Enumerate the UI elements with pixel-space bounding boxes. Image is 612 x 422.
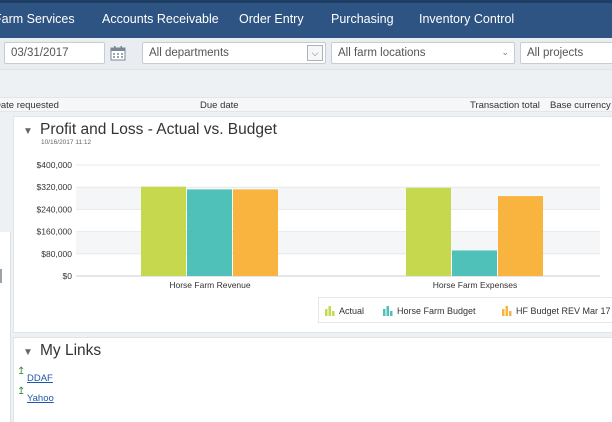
link-arrow-icon: ↥ bbox=[17, 366, 26, 377]
bar-chart-icon bbox=[502, 306, 512, 316]
date-value: 03/31/2017 bbox=[11, 47, 69, 59]
panel-edge-marker bbox=[0, 269, 2, 283]
nav-purchasing[interactable]: Purchasing bbox=[331, 12, 394, 26]
chart-panel-title: Profit and Loss - Actual vs. Budget bbox=[40, 121, 277, 138]
bar-horse-farm-budget-2 bbox=[452, 250, 497, 276]
y-tick-label: $80,000 bbox=[41, 249, 72, 259]
top-navigation-bar: Farm Services Accounts Receivable Order … bbox=[0, 0, 612, 38]
nav-inventory-control[interactable]: Inventory Control bbox=[419, 12, 515, 26]
chevron-down-icon: ⌵ bbox=[307, 45, 323, 61]
project-select[interactable]: All projects bbox=[520, 42, 612, 64]
links-panel-title: My Links bbox=[40, 342, 102, 359]
y-tick-label: $400,000 bbox=[37, 160, 73, 170]
bar-hf-budget-rev-mar-17-1 bbox=[233, 189, 278, 276]
legend-label: HF Budget REV Mar 17 bbox=[516, 306, 611, 316]
date-input[interactable]: 03/31/2017 bbox=[4, 42, 105, 64]
department-select[interactable]: All departments ⌵ bbox=[142, 42, 326, 64]
project-value: All projects bbox=[527, 47, 584, 59]
bar-horse-farm-budget-1 bbox=[187, 189, 232, 276]
chevron-down-icon: ⌄ bbox=[501, 47, 509, 57]
chart-legend: Actual Horse Farm Budget HF Budget REV M… bbox=[318, 297, 612, 323]
nav-order-entry[interactable]: Order Entry bbox=[239, 12, 304, 26]
bar-hf-budget-rev-mar-17-2 bbox=[498, 196, 543, 276]
my-links-panel: ▼ My Links bbox=[13, 337, 612, 422]
bar-chart-icon bbox=[383, 306, 393, 316]
bar-actual-2 bbox=[406, 187, 451, 276]
nav-accounts-receivable[interactable]: Accounts Receivable bbox=[102, 12, 219, 26]
link-item-yahoo: Yahoo bbox=[27, 393, 54, 404]
collapse-arrow-icon[interactable]: ▼ bbox=[23, 347, 33, 358]
column-transaction-total[interactable]: Transaction total bbox=[470, 100, 540, 111]
y-tick-label: $320,000 bbox=[37, 182, 73, 192]
y-tick-label: $160,000 bbox=[37, 227, 73, 237]
calendar-icon[interactable] bbox=[110, 45, 126, 61]
legend-item-actual[interactable]: Actual bbox=[325, 306, 364, 316]
link-yahoo[interactable]: Yahoo bbox=[27, 393, 54, 404]
legend-item-horse-farm-budget[interactable]: Horse Farm Budget bbox=[383, 306, 476, 316]
legend-item-hf-budget-rev[interactable]: HF Budget REV Mar 17 bbox=[502, 306, 611, 316]
y-tick-label: $240,000 bbox=[37, 204, 73, 214]
collapse-arrow-icon[interactable]: ▼ bbox=[23, 126, 33, 137]
filter-bar: 03/31/2017 All departments ⌵ All farm lo… bbox=[0, 38, 612, 70]
table-header: Date requested Due date Transaction tota… bbox=[0, 97, 612, 112]
legend-label: Actual bbox=[339, 306, 365, 316]
column-base-currency[interactable]: Base currency bbox=[550, 100, 611, 111]
link-ddaf[interactable]: DDAF bbox=[27, 373, 53, 384]
link-item-ddaf: DDAF bbox=[27, 373, 53, 384]
y-tick-label: $0 bbox=[63, 271, 73, 281]
location-select[interactable]: All farm locations ⌄ bbox=[331, 42, 515, 64]
bar-chart-icon bbox=[325, 306, 335, 316]
column-due-date[interactable]: Due date bbox=[200, 100, 239, 111]
bar-actual-1 bbox=[141, 186, 186, 276]
left-side-panel bbox=[0, 232, 11, 422]
department-value: All departments bbox=[149, 47, 229, 59]
column-date-requested[interactable]: Date requested bbox=[0, 100, 59, 111]
legend-label: Horse Farm Budget bbox=[397, 306, 476, 316]
x-tick-label: Horse Farm Expenses bbox=[433, 280, 518, 290]
chart-timestamp: 10/16/2017 11:12 bbox=[41, 139, 92, 146]
link-arrow-icon: ↥ bbox=[17, 386, 26, 397]
nav-farm-services[interactable]: Farm Services bbox=[0, 12, 75, 26]
x-tick-label: Horse Farm Revenue bbox=[169, 280, 251, 290]
location-value: All farm locations bbox=[338, 47, 426, 59]
